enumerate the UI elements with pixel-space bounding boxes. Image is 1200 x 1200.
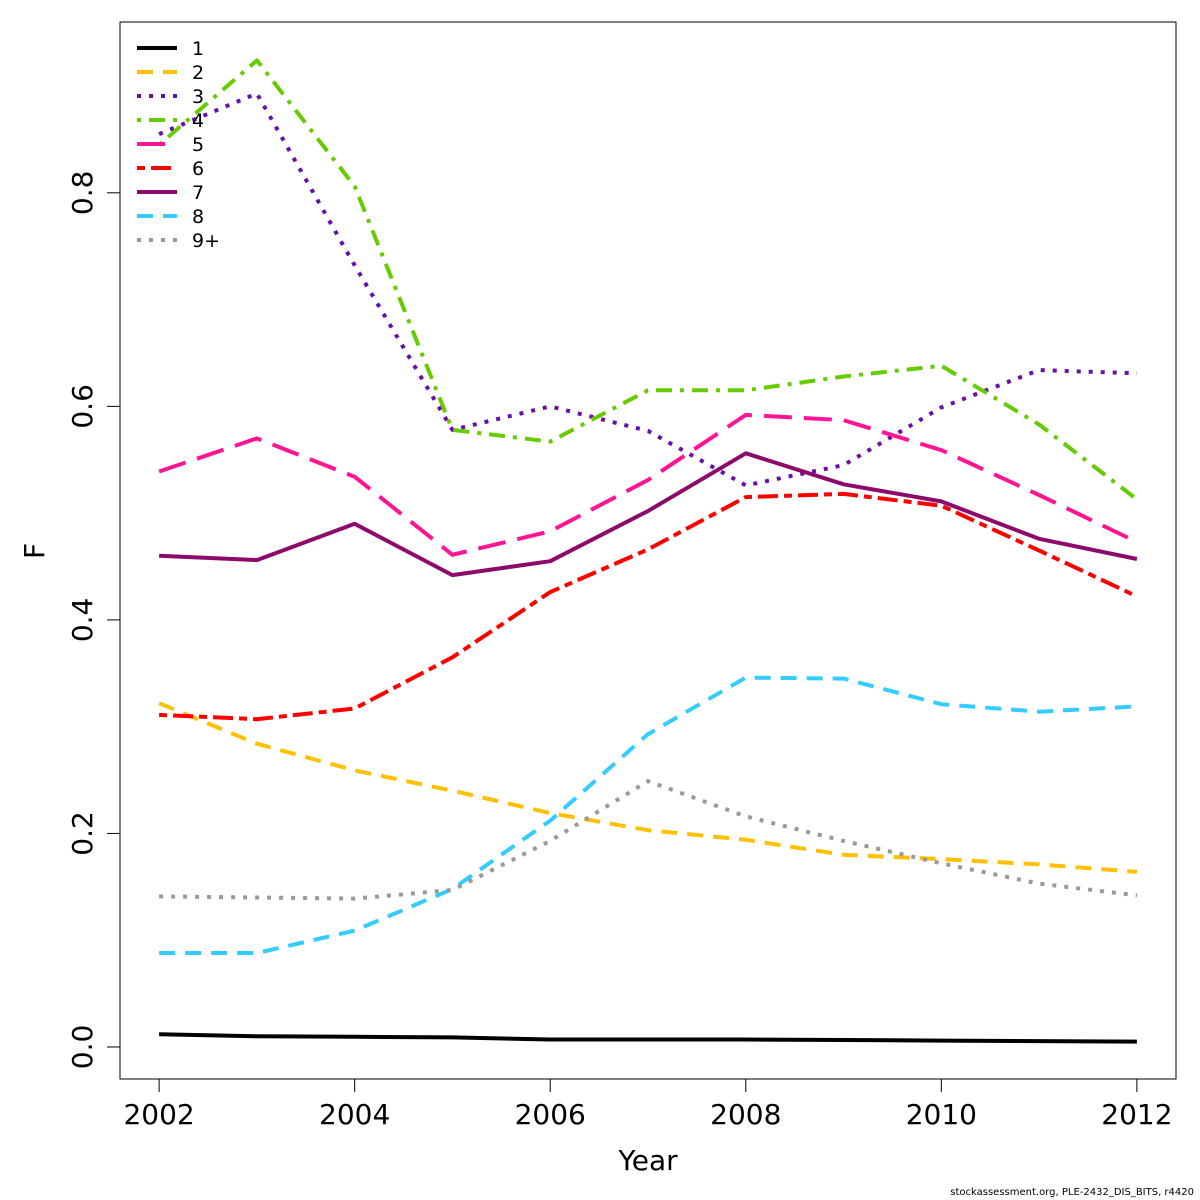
legend-label: 3 [192, 86, 204, 108]
series-line-4 [157, 58, 1139, 501]
y-axis-label: F [18, 543, 51, 559]
x-tick-label: 2006 [515, 1098, 586, 1131]
x-tick-label: 2002 [123, 1098, 194, 1131]
y-tick-label: 0.8 [66, 171, 99, 216]
legend-label: 7 [192, 182, 204, 204]
legend-label: 5 [192, 134, 204, 156]
y-tick-label: 0.0 [66, 1025, 99, 1070]
legend-label: 1 [192, 38, 204, 60]
x-tick-label: 2008 [710, 1098, 781, 1131]
series-line-6 [159, 491, 1138, 722]
legend-label: 8 [192, 206, 204, 228]
x-tick-label: 2004 [319, 1098, 390, 1131]
source-caption: stockassessment.org, PLE-2432_DIS_BITS, … [950, 1187, 1194, 1198]
y-axis: 0.0 0.2 0.4 0.6 0.8 [66, 171, 121, 1070]
x-axis: 2002 2004 2006 2008 2010 2012 [123, 1078, 1173, 1131]
series-line-7 [159, 451, 1138, 578]
legend-label: 6 [192, 158, 204, 180]
series-line-9plus [159, 779, 1138, 901]
y-tick-label: 0.2 [66, 811, 99, 856]
series-line-2 [158, 701, 1138, 874]
legend-label: 9+ [192, 230, 220, 252]
y-tick-label: 0.4 [66, 598, 99, 643]
legend-label: 2 [192, 62, 204, 84]
x-tick-label: 2012 [1101, 1098, 1172, 1131]
x-tick-label: 2010 [906, 1098, 977, 1131]
series-line-3 [158, 91, 1137, 488]
series-line-5 [158, 412, 1138, 557]
legend-label: 4 [192, 110, 204, 132]
series-layer [157, 58, 1139, 1044]
series-line-1 [159, 1032, 1137, 1044]
series-line-8 [159, 675, 1138, 955]
y-tick-label: 0.6 [66, 384, 99, 429]
x-axis-label: Year [617, 1144, 678, 1177]
